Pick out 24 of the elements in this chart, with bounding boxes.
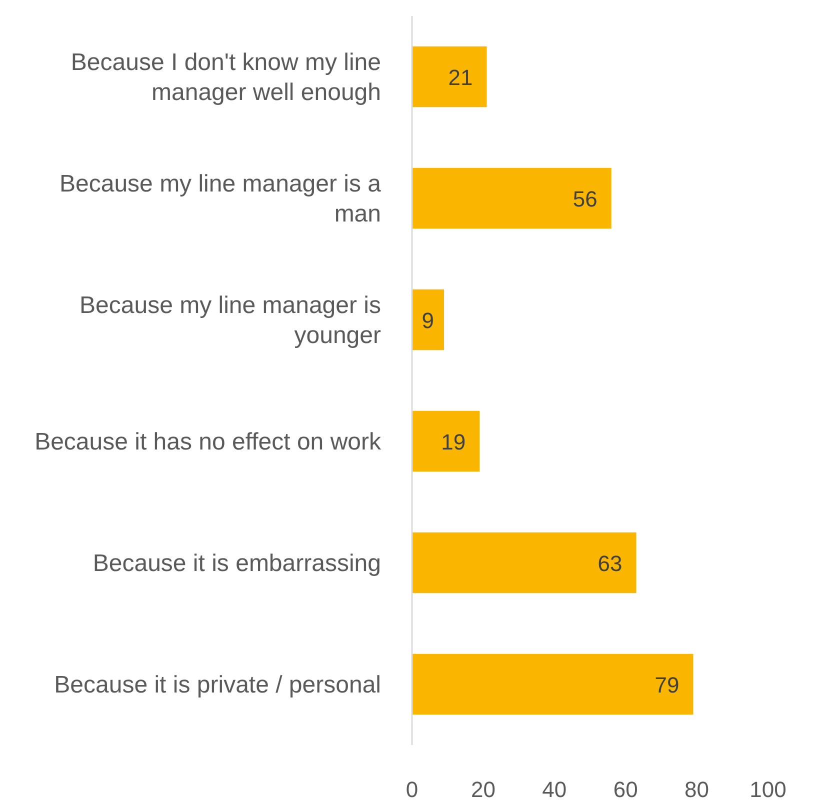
y-tick-label: Because it has no effect on work [34, 428, 382, 456]
y-tick-label: Because it is private / personal [54, 671, 381, 698]
y-tick-label: Because it is embarrassing [92, 550, 381, 577]
x-tick-label: 20 [470, 777, 496, 802]
bar [412, 532, 636, 594]
data-label: 79 [654, 672, 680, 698]
y-tick-label: Because my line manager is a man [60, 170, 382, 228]
bar [412, 168, 612, 229]
x-tick-label: 0 [406, 777, 418, 802]
data-label: 63 [598, 550, 622, 576]
bar [412, 654, 694, 715]
bar [412, 46, 487, 108]
data-label: 56 [572, 186, 598, 212]
data-label: 21 [448, 64, 473, 90]
x-tick-label: 60 [613, 777, 638, 802]
data-label: 19 [441, 429, 466, 454]
bar [412, 410, 480, 472]
data-label: 9 [422, 308, 434, 333]
y-tick-label: Because my line manager is younger [80, 292, 382, 349]
bar [412, 289, 444, 350]
x-tick-label: 100 [750, 777, 786, 802]
x-tick-label: 80 [684, 777, 710, 802]
y-tick-label: Because I don't know my line manager well enough [70, 48, 381, 106]
x-tick-label: 40 [542, 777, 567, 802]
